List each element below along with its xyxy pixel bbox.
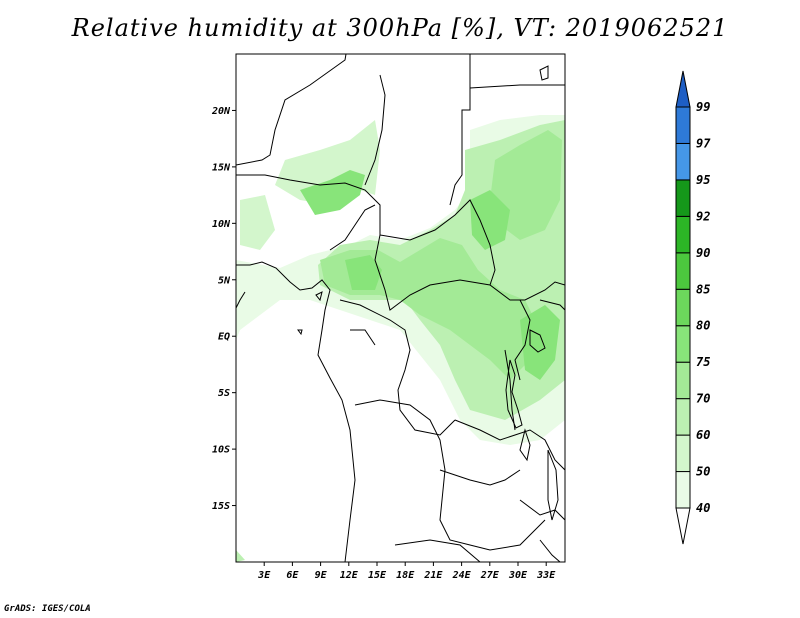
colorbar-label: 85 <box>696 282 710 296</box>
colorbar-label: 80 <box>696 319 710 333</box>
map-frame <box>235 53 566 563</box>
humidity-field <box>236 54 565 562</box>
colorbar-label: 97 <box>696 136 711 150</box>
colorbar-label: 60 <box>696 428 710 442</box>
colorbar-segment <box>675 325 691 363</box>
humidity-region-cameroon <box>345 255 382 290</box>
colorbar-label: 70 <box>696 392 710 406</box>
colorbar-segment <box>675 288 691 327</box>
lon-tick-label: 24E <box>452 570 472 581</box>
colorbar-segment <box>675 106 691 144</box>
lat-tick-label: 20N <box>211 106 231 117</box>
color-bar: 40 50 60 70 75 80 85 90 92 95 97 99 <box>675 70 711 545</box>
colorbar-segment <box>675 179 691 217</box>
colorbar-label: 92 <box>696 209 710 223</box>
lon-tick-label: 6E <box>286 570 299 581</box>
colorbar-label: 99 <box>696 100 710 114</box>
colorbar-upper-extension <box>675 70 691 108</box>
lon-tick-label: 12E <box>340 570 359 581</box>
colorbar-segment <box>675 252 691 290</box>
lon-tick-label: 9E <box>315 570 328 581</box>
lat-tick-label: 10N <box>212 219 231 230</box>
lat-tick-label: 5S <box>218 388 230 399</box>
lon-tick-label: 3E <box>257 570 271 581</box>
lat-tick-label: 15N <box>212 162 231 173</box>
lon-tick-label: 21E <box>423 570 443 581</box>
humidity-region-gabon <box>236 550 245 562</box>
lat-tick-label: 15S <box>212 501 230 512</box>
map-title: Relative humidity at 300hPa [%], VT: 201… <box>71 14 729 42</box>
lon-tick-label: 18E <box>396 570 415 581</box>
colorbar-label: 95 <box>696 173 710 187</box>
colorbar-lower-extension <box>675 507 691 545</box>
colorbar-label: 90 <box>696 246 710 260</box>
lon-tick-label: 15E <box>368 570 387 581</box>
humidity-region-west-sahel <box>240 195 275 250</box>
grads-credit: GrADS: IGES/COLA <box>4 604 91 614</box>
humidity-region-great-lakes <box>520 305 560 380</box>
colorbar-label: 75 <box>696 355 710 369</box>
longitude-axis: 3E 6E 9E 12E 15E 18E 21E 24E 27E 30E 33E <box>257 562 556 581</box>
colorbar-segment <box>675 398 691 436</box>
lat-tick-label: 5N <box>218 275 231 286</box>
colorbar-label: 40 <box>696 501 710 515</box>
colorbar-segment <box>675 434 691 473</box>
colorbar-segment <box>675 471 691 509</box>
colorbar-segment <box>675 215 691 254</box>
colorbar-segment <box>675 142 691 181</box>
lat-tick-label: EQ <box>218 332 230 343</box>
humidity-region-sudan <box>470 190 510 250</box>
latitude-axis: 20N 15N 10N 5N EQ 5S 10S 15S <box>211 106 236 512</box>
colorbar-label: 50 <box>696 465 710 479</box>
coastline-and-borders <box>236 54 565 562</box>
humidity-region-nigeria-north <box>300 170 365 215</box>
lon-tick-label: 27E <box>480 570 500 581</box>
lat-tick-label: 10S <box>212 445 230 456</box>
colorbar-segment <box>675 361 691 400</box>
lon-tick-label: 33E <box>536 570 556 581</box>
lakes-and-islands <box>297 65 559 521</box>
lon-tick-label: 30E <box>508 570 528 581</box>
